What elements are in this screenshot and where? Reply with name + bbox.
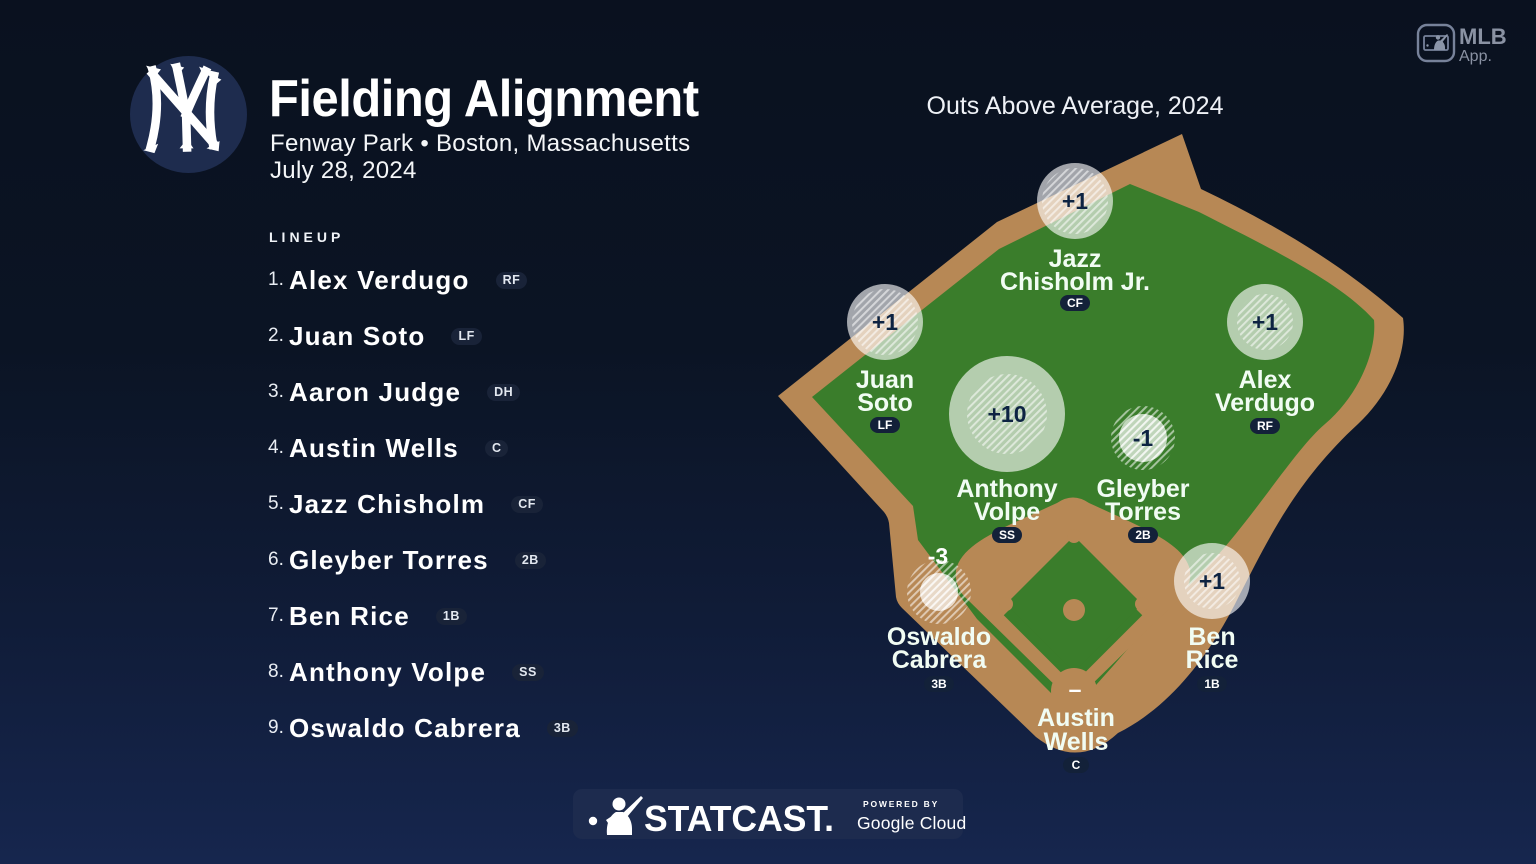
svg-text:SS: SS: [999, 528, 1015, 542]
svg-text:Jazz: Jazz: [1049, 245, 1102, 273]
svg-text:Volpe: Volpe: [974, 498, 1040, 526]
svg-text:Wells: Wells: [1044, 728, 1109, 756]
svg-text:2B: 2B: [1135, 528, 1151, 542]
svg-text:Chisholm Jr.: Chisholm Jr.: [1000, 268, 1150, 296]
svg-text:Anthony: Anthony: [956, 475, 1057, 503]
svg-text:Verdugo: Verdugo: [1215, 389, 1315, 417]
svg-text:1B: 1B: [1204, 677, 1220, 691]
svg-text:Alex: Alex: [1239, 366, 1292, 394]
svg-text:–: –: [1069, 676, 1082, 702]
svg-text:STATCAST.: STATCAST.: [644, 798, 834, 839]
svg-text:Austin: Austin: [1037, 704, 1115, 732]
svg-text:App.: App.: [1459, 48, 1492, 65]
svg-text:+10: +10: [987, 401, 1026, 427]
svg-text:+1: +1: [1252, 309, 1278, 335]
svg-text:RF: RF: [1257, 419, 1273, 433]
svg-text:CF: CF: [1067, 296, 1083, 310]
svg-text:MLB: MLB: [1459, 24, 1507, 49]
svg-text:+1: +1: [1062, 188, 1088, 214]
svg-text:Rice: Rice: [1186, 646, 1239, 674]
svg-text:+1: +1: [1199, 568, 1225, 594]
svg-text:+1: +1: [872, 309, 898, 335]
svg-text:Gleyber: Gleyber: [1096, 475, 1189, 503]
svg-text:Cabrera: Cabrera: [892, 646, 988, 674]
svg-text:Juan: Juan: [856, 366, 914, 394]
svg-text:POWERED BY: POWERED BY: [863, 799, 939, 809]
svg-text:Google Cloud: Google Cloud: [857, 813, 966, 833]
svg-text:Torres: Torres: [1105, 498, 1181, 526]
svg-text:Soto: Soto: [857, 389, 913, 417]
svg-text:Oswaldo: Oswaldo: [887, 623, 991, 651]
svg-text:C: C: [1072, 758, 1081, 772]
svg-text:LF: LF: [878, 418, 893, 432]
svg-text:-1: -1: [1133, 425, 1154, 451]
svg-text:Ben: Ben: [1188, 623, 1235, 651]
svg-text:3B: 3B: [931, 677, 947, 691]
svg-text:-3: -3: [928, 543, 948, 569]
